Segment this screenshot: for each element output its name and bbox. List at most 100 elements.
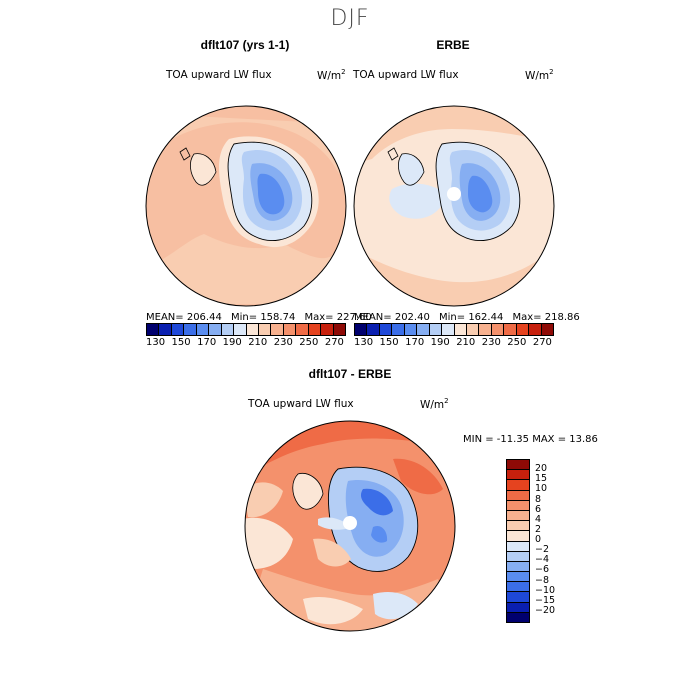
colorbar-swatch <box>321 324 334 335</box>
colorbar-swatch <box>491 324 505 335</box>
variable-label-model: TOA upward LW flux <box>166 69 272 81</box>
colorbar-tick-label: 250 <box>507 337 527 348</box>
colorbar-tick-label: 150 <box>171 337 191 348</box>
colorbar-swatch <box>529 324 542 335</box>
colorbar-swatch <box>541 324 553 335</box>
map-obs-antarctica <box>353 105 555 307</box>
colorbar-tick-label: −10 <box>535 584 556 596</box>
colorbar-tick-label: 130 <box>354 337 374 348</box>
colorbar-swatch <box>147 324 160 335</box>
colorbar-tick-label: −8 <box>535 574 550 586</box>
stat-max-model: Max= 227.60 <box>304 312 372 323</box>
colorbar-swatch <box>159 324 172 335</box>
colorbar-swatch <box>429 324 443 335</box>
colorbar-swatch <box>271 324 284 335</box>
colorbar-tick-label: 270 <box>324 337 344 348</box>
colorbar-swatch <box>507 592 529 603</box>
minmax-diff: MIN = -11.35 MAX = 13.86 <box>463 434 598 445</box>
colorbar-tick-label: 6 <box>535 503 542 515</box>
colorbar-tick-label: −4 <box>535 554 550 566</box>
colorbar-swatch <box>454 324 467 335</box>
colorbar-swatch <box>507 510 529 522</box>
colorbar-swatch <box>234 324 247 335</box>
colorbar-swatch <box>507 602 529 613</box>
colorbar-swatch <box>479 324 492 335</box>
colorbar-tick-label: 15 <box>535 473 548 485</box>
colorbar-diff <box>506 459 530 623</box>
colorbar-swatch <box>507 500 529 511</box>
colorbar-swatch <box>507 561 529 573</box>
colorbar-swatch <box>333 324 345 335</box>
colorbar-swatch <box>308 324 322 335</box>
colorbar-swatch <box>196 324 210 335</box>
colorbar-swatch <box>507 460 529 471</box>
map-diff-antarctica <box>244 420 456 632</box>
colorbar-tick-label: 150 <box>379 337 399 348</box>
colorbar-swatch <box>417 324 430 335</box>
colorbar-tick-label: 210 <box>456 337 476 348</box>
colorbar-tick-label: 170 <box>197 337 217 348</box>
colorbar-swatch <box>507 582 529 593</box>
colorbar-swatch <box>516 324 530 335</box>
colorbar-swatch <box>246 324 259 335</box>
colorbar-swatch <box>355 324 368 335</box>
stat-min-obs: Min= 162.44 <box>439 312 504 323</box>
colorbar-tick-label: 170 <box>405 337 425 348</box>
colorbar-swatch <box>507 521 529 532</box>
colorbar-obs <box>354 323 554 336</box>
colorbar-swatch <box>507 612 529 622</box>
colorbar-tick-label: 190 <box>430 337 450 348</box>
colorbar-tick-label: 10 <box>535 483 548 495</box>
colorbar-tick-label: 190 <box>222 337 242 348</box>
colorbar-swatch <box>507 531 529 542</box>
stat-mean-model: MEAN= 206.44 <box>146 312 222 323</box>
unit-label-model: W/m2 <box>317 68 346 82</box>
colorbar-swatch <box>283 324 297 335</box>
colorbar-swatch <box>258 324 272 335</box>
colorbar-tick-label: −6 <box>535 564 550 576</box>
colorbar-tick-label: 2 <box>535 523 542 535</box>
colorbar-swatch <box>221 324 235 335</box>
colorbar-tick-label: −2 <box>535 544 550 556</box>
colorbar-swatch <box>379 324 393 335</box>
colorbar-swatch <box>296 324 309 335</box>
colorbar-tick-label: −15 <box>535 594 556 606</box>
unit-label-diff: W/m2 <box>420 397 449 411</box>
colorbar-tick-label: 210 <box>248 337 268 348</box>
colorbar-swatch <box>504 324 517 335</box>
stats-obs: MEAN= 202.40 Min= 162.44 Max= 218.86 <box>354 312 586 323</box>
colorbar-model <box>146 323 346 336</box>
colorbar-tick-label: 270 <box>532 337 552 348</box>
main-title: DJF <box>330 6 370 31</box>
colorbar-swatch <box>442 324 455 335</box>
colorbar-tick-label: 230 <box>481 337 501 348</box>
colorbar-tick-label: −20 <box>535 604 556 616</box>
colorbar-swatch <box>209 324 222 335</box>
colorbar-swatch <box>404 324 418 335</box>
colorbar-tick-label: 4 <box>535 513 542 525</box>
colorbar-tick-label: 8 <box>535 493 542 505</box>
panel-title-obs: ERBE <box>436 38 470 52</box>
colorbar-ticks-obs: 130 150 170 190 210 230 250 270 <box>354 337 552 348</box>
colorbar-swatch <box>367 324 380 335</box>
stat-mean-obs: MEAN= 202.40 <box>354 312 430 323</box>
colorbar-tick-label: 20 <box>535 463 548 475</box>
colorbar-swatch <box>392 324 405 335</box>
variable-label-diff: TOA upward LW flux <box>248 398 354 410</box>
colorbar-ticks-model: 130 150 170 190 210 230 250 270 <box>146 337 344 348</box>
colorbar-swatch <box>466 324 480 335</box>
variable-label-obs: TOA upward LW flux <box>353 69 459 81</box>
panel-title-model: dflt107 (yrs 1-1) <box>200 38 290 52</box>
colorbar-swatch <box>507 490 529 501</box>
unit-label-obs: W/m2 <box>525 68 554 82</box>
colorbar-ticks-diff: 20 15 10 8 6 4 2 0 −2 −4 −6 −8 −10 −15 −20 <box>535 459 575 621</box>
colorbar-swatch <box>507 541 529 552</box>
colorbar-tick-label: 0 <box>535 534 542 545</box>
colorbar-tick-label: 130 <box>146 337 166 348</box>
colorbar-tick-label: 230 <box>273 337 293 348</box>
colorbar-swatch <box>507 480 529 491</box>
colorbar-swatch <box>507 470 529 481</box>
colorbar-swatch <box>507 572 529 583</box>
stats-model: MEAN= 206.44 Min= 158.74 Max= 227.60 <box>146 312 378 323</box>
stat-max-obs: Max= 218.86 <box>512 312 580 323</box>
